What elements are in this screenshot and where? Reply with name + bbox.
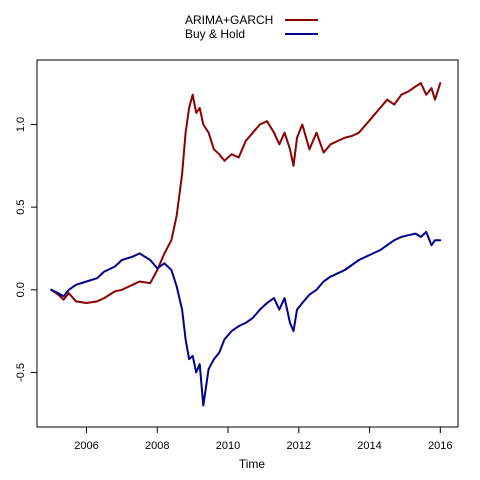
x-axis: 2006 2008 2010 2012 2014 2016 xyxy=(74,427,453,452)
x-tick-label: 2012 xyxy=(287,440,311,452)
x-tick-label: 2006 xyxy=(74,440,98,452)
series-layer xyxy=(50,82,442,407)
y-axis: -0.5 0.0 0.5 1.0 xyxy=(15,117,37,382)
plot-frame xyxy=(36,59,459,428)
y-tick-label: 1.0 xyxy=(15,117,27,132)
x-tick-label: 2010 xyxy=(216,440,240,452)
y-tick-label: 0.0 xyxy=(15,282,27,297)
legend-label: ARIMA+GARCH xyxy=(185,13,273,27)
series-line-buy-and-hold xyxy=(50,230,442,407)
y-tick-label: 0.5 xyxy=(15,199,27,214)
x-tick-label: 2016 xyxy=(428,440,452,452)
series-line-arima-garch xyxy=(50,82,442,304)
y-tick-label: -0.5 xyxy=(15,363,27,382)
x-tick-label: 2008 xyxy=(145,440,169,452)
legend-label: Buy & Hold xyxy=(185,27,245,41)
x-axis-title: Time xyxy=(239,457,266,471)
x-tick-label: 2014 xyxy=(357,440,381,452)
